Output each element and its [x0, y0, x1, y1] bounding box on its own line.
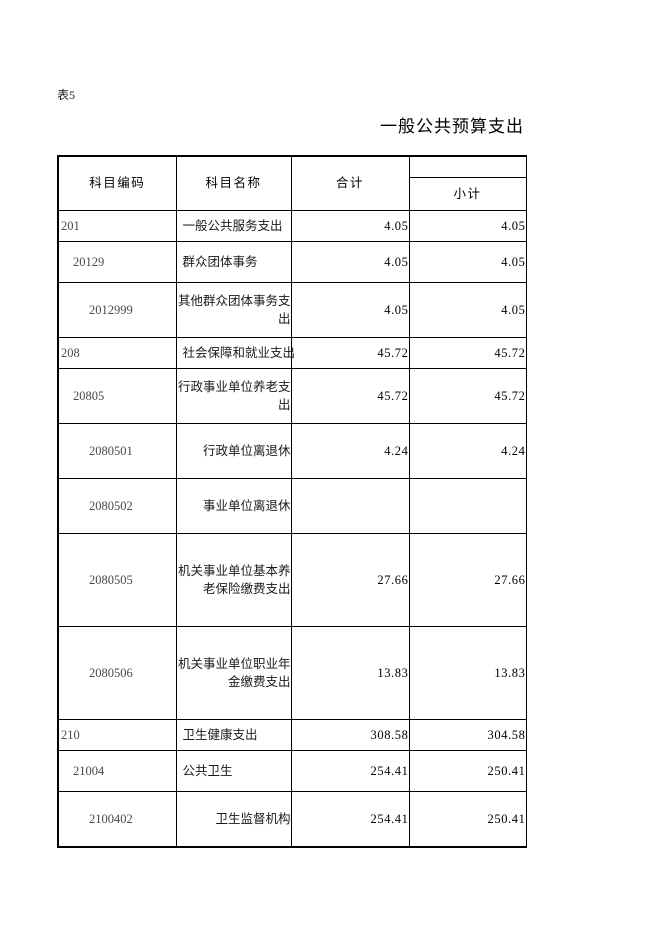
cell-subject-code: 210	[57, 719, 177, 751]
cell-subject-code: 2100402	[57, 791, 177, 848]
column-header-name: 科目名称	[175, 155, 292, 211]
column-header-total: 合计	[290, 155, 410, 211]
cell-subtotal-amount: 4.24	[408, 423, 527, 479]
cell-subtotal-amount: 4.05	[408, 241, 527, 283]
cell-total-amount: 45.72	[290, 368, 410, 424]
header-subrow: 小计	[58, 177, 527, 211]
cell-subtotal-amount: 4.05	[408, 282, 527, 338]
budget-table: 科目编码 科目名称 合计 小计 201 一般公共服务支出 4.05 4.05 20129…	[57, 155, 527, 848]
table-row: 2080505 机关事业单位基本养老保险缴费支出 27.66 27.66	[57, 533, 527, 627]
column-header-code: 科目编码	[57, 155, 177, 211]
cell-subtotal-amount: 250.41	[408, 791, 527, 848]
cell-subject-code: 20805	[57, 368, 177, 424]
cell-total-amount: 308.58	[290, 719, 410, 751]
cell-subject-code: 21004	[57, 750, 177, 792]
column-group-header	[408, 155, 527, 178]
cell-subtotal-amount	[408, 478, 527, 534]
cell-subject-name: 行政单位离退休	[175, 423, 292, 479]
cell-total-amount: 254.41	[290, 791, 410, 848]
cell-subtotal-amount: 304.58	[408, 719, 527, 751]
cell-subtotal-amount: 13.83	[408, 626, 527, 720]
cell-total-amount: 4.05	[290, 210, 410, 242]
table-row: 210 卫生健康支出 308.58 304.58	[57, 719, 527, 751]
table-row: 2100402 卫生监督机构 254.41 250.41	[57, 791, 527, 848]
cell-total-amount: 4.05	[290, 241, 410, 283]
page-title: 一般公共预算支出	[380, 117, 524, 136]
cell-subject-name: 公共卫生	[175, 750, 292, 792]
cell-subject-code: 2080506	[57, 626, 177, 720]
cell-subject-code: 208	[57, 337, 177, 369]
cell-total-amount: 4.24	[290, 423, 410, 479]
cell-total-amount: 4.05	[290, 282, 410, 338]
cell-subtotal-amount: 250.41	[408, 750, 527, 792]
table-body: 201 一般公共服务支出 4.05 4.05 20129 群众团体事务 4.05 4.05 20…	[57, 210, 527, 848]
cell-subtotal-amount: 27.66	[408, 533, 527, 627]
column-header-subtotal: 小计	[408, 177, 527, 211]
table-header: 科目编码 科目名称 合计 小计	[57, 155, 527, 211]
sheet-label: 表5	[57, 88, 76, 102]
cell-total-amount	[290, 478, 410, 534]
table-row: 201 一般公共服务支出 4.05 4.05	[57, 210, 527, 242]
cell-subject-name: 卫生监督机构	[175, 791, 292, 848]
table-row: 21004 公共卫生 254.41 250.41	[57, 750, 527, 792]
cell-subtotal-amount: 4.05	[408, 210, 527, 242]
cell-subject-code: 2080501	[57, 423, 177, 479]
table-row: 2080506 机关事业单位职业年金缴费支出 13.83 13.83	[57, 626, 527, 720]
cell-total-amount: 27.66	[290, 533, 410, 627]
cell-subject-code: 2012999	[57, 282, 177, 338]
cell-subject-code: 201	[57, 210, 177, 242]
table-row: 208 社会保障和就业支出 45.72 45.72	[57, 337, 527, 369]
cell-subject-name: 机关事业单位基本养老保险缴费支出	[175, 533, 292, 627]
cell-subject-name: 一般公共服务支出	[175, 210, 292, 242]
cell-total-amount: 254.41	[290, 750, 410, 792]
cell-subtotal-amount: 45.72	[408, 337, 527, 369]
table-row: 2080501 行政单位离退休 4.24 4.24	[57, 423, 527, 479]
cell-subject-code: 20129	[57, 241, 177, 283]
cell-subject-code: 2080502	[57, 478, 177, 534]
table-row: 20129 群众团体事务 4.05 4.05	[57, 241, 527, 283]
cell-total-amount: 13.83	[290, 626, 410, 720]
table-row: 2012999 其他群众团体事务支出 4.05 4.05	[57, 282, 527, 338]
cell-total-amount: 45.72	[290, 337, 410, 369]
header-row: 科目编码 科目名称 合计	[57, 155, 527, 211]
table-row: 20805 行政事业单位养老支出 45.72 45.72	[57, 368, 527, 424]
cell-subject-name: 行政事业单位养老支出	[175, 368, 292, 424]
table-row: 2080502 事业单位离退休	[57, 478, 527, 534]
cell-subject-name: 社会保障和就业支出	[175, 337, 295, 369]
cell-subject-name: 事业单位离退休	[175, 478, 292, 534]
cell-subject-name: 其他群众团体事务支出	[175, 282, 292, 338]
cell-subject-name: 群众团体事务	[175, 241, 292, 283]
budget-table-container: 科目编码 科目名称 合计 小计 201 一般公共服务支出 4.05 4.05 20129…	[57, 155, 527, 848]
cell-subject-code: 2080505	[57, 533, 177, 627]
cell-subject-name: 卫生健康支出	[175, 719, 292, 751]
cell-subject-name: 机关事业单位职业年金缴费支出	[175, 626, 292, 720]
cell-subtotal-amount: 45.72	[408, 368, 527, 424]
